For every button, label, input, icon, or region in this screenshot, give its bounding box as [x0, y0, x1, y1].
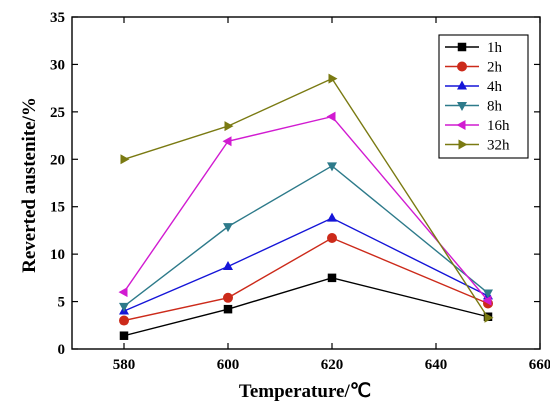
- x-axis-title: Temperature/℃: [239, 381, 371, 402]
- data-point-4h: [223, 260, 233, 270]
- x-tick-label: 620: [321, 357, 344, 373]
- plot-frame: [71, 16, 541, 350]
- y-tick-label: 30: [50, 57, 65, 73]
- data-point-2h: [327, 233, 337, 244]
- legend-marker-32h: [458, 139, 468, 150]
- legend-marker-2h: [457, 61, 467, 72]
- data-point-32h: [224, 121, 234, 132]
- data-point-32h: [484, 312, 494, 323]
- x-tick-label: 580: [113, 357, 136, 373]
- series-1h: [119, 273, 493, 340]
- series-line-1h: [123, 277, 489, 337]
- y-tick-label: 35: [50, 10, 65, 26]
- legend-marker-16h: [456, 120, 466, 130]
- data-point-16h: [482, 295, 492, 306]
- y-tick-label: 15: [50, 200, 65, 216]
- data-point-4h: [327, 212, 337, 222]
- legend-label-2h: 2h: [487, 60, 503, 76]
- series-8h: [119, 162, 493, 312]
- axes: 580 600 620 640 660 0 5 10 15 20 25 30 35: [50, 10, 550, 373]
- data-point-8h: [327, 162, 337, 172]
- y-tick-label: 25: [50, 105, 65, 121]
- x-tick-label: 600: [217, 357, 240, 373]
- legend-marker-1h: [457, 42, 467, 52]
- data-point-16h: [118, 287, 128, 298]
- data-point-16h: [222, 136, 232, 147]
- data-point-2h: [119, 315, 129, 326]
- x-tick-label: 640: [425, 357, 448, 373]
- data-point-8h: [483, 289, 493, 299]
- x-tick-label: 660: [529, 357, 550, 373]
- data-point-1h: [119, 331, 129, 340]
- data-point-32h: [328, 73, 338, 84]
- series-32h: [120, 73, 494, 323]
- series-16h: [118, 111, 492, 306]
- legend-label-16h: 16h: [487, 118, 510, 134]
- data-point-32h: [120, 154, 130, 165]
- series-2h: [119, 233, 493, 326]
- y-tick-label: 5: [58, 295, 66, 311]
- data-point-2h: [223, 292, 233, 303]
- data-point-1h: [327, 273, 337, 283]
- series-4h: [119, 212, 493, 315]
- data-point-1h: [223, 304, 233, 314]
- series-layer: [118, 73, 494, 340]
- series-line-8h: [123, 165, 489, 307]
- legend-label-4h: 4h: [487, 79, 503, 95]
- data-point-8h: [119, 302, 129, 312]
- legend-marker-8h: [457, 102, 467, 111]
- y-axis-title: Reverted austenite/%: [19, 97, 40, 273]
- series-line-32h: [123, 77, 489, 319]
- y-tick-label: 10: [50, 247, 65, 263]
- legend-label-32h: 32h: [487, 138, 510, 154]
- y-tick-label: 0: [58, 342, 66, 358]
- series-line-4h: [123, 217, 489, 312]
- series-line-2h: [123, 237, 489, 322]
- data-point-8h: [223, 223, 233, 233]
- legend: 1h 2h 4h 8h 16h 32h: [438, 34, 529, 159]
- legend-marker-4h: [457, 80, 467, 90]
- y-tick-label: 20: [50, 152, 65, 168]
- data-point-16h: [326, 111, 336, 122]
- series-line-16h: [123, 115, 489, 302]
- legend-label-8h: 8h: [487, 99, 503, 115]
- legend-label-1h: 1h: [487, 40, 503, 56]
- legend-box: [438, 34, 529, 159]
